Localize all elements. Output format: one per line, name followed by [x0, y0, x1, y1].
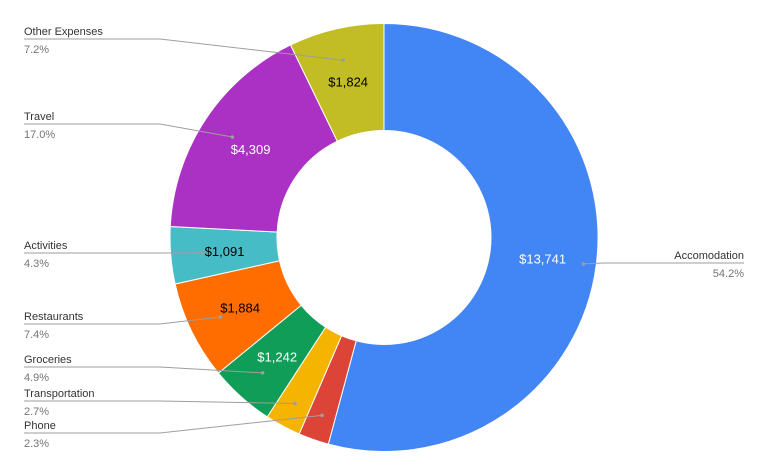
value-label-travel: $4,309 — [231, 142, 271, 157]
slices-layer — [169, 22, 599, 452]
leader-dot-accomodation — [581, 262, 586, 266]
leader-line-restaurants — [24, 316, 221, 325]
slice-accomodation[interactable] — [327, 22, 599, 452]
leader-line-groceries — [24, 366, 263, 374]
value-label-accomodation: $13,741 — [519, 251, 566, 266]
category-label-activities: Activities — [24, 240, 68, 252]
leader-line-accomodation — [583, 262, 744, 265]
percent-label-phone: 2.3% — [24, 438, 49, 450]
leader-dot-transportation — [293, 401, 297, 406]
category-label-other-expenses: Other Expenses — [24, 26, 103, 38]
slice-other-expenses[interactable] — [289, 22, 385, 142]
percent-label-activities: 4.3% — [24, 258, 49, 270]
labels-layer: $13,741 Accomodation 54.2% Phone 2.3% Transpo… — [24, 26, 744, 450]
value-label-restaurants: $1,884 — [220, 300, 260, 315]
value-label-activities: $1,091 — [205, 244, 245, 259]
category-label-transportation: Transportation — [24, 388, 95, 400]
leader-line-transportation — [24, 400, 295, 404]
leader-line-travel — [24, 123, 233, 138]
category-label-accomodation: Accomodation — [674, 250, 744, 262]
category-label-groceries: Groceries — [24, 354, 72, 366]
slice-travel[interactable] — [169, 44, 338, 233]
value-label-other-expenses: $1,824 — [328, 75, 368, 90]
percent-label-groceries: 4.9% — [24, 372, 49, 384]
category-label-restaurants: Restaurants — [24, 311, 84, 323]
percent-label-restaurants: 7.4% — [24, 329, 49, 341]
leader-lines-layer — [24, 38, 744, 434]
percent-label-transportation: 2.7% — [24, 406, 49, 418]
percent-label-accomodation: 54.2% — [713, 268, 744, 280]
value-label-groceries: $1,242 — [257, 350, 297, 365]
leader-line-phone — [24, 414, 323, 434]
leader-dot-groceries — [260, 371, 265, 375]
leader-line-other-expenses — [24, 38, 344, 61]
percent-label-travel: 17.0% — [24, 129, 55, 141]
category-label-phone: Phone — [24, 420, 56, 432]
leader-dot-phone — [320, 413, 324, 418]
percent-label-other-expenses: 7.2% — [24, 44, 49, 56]
category-label-travel: Travel — [24, 111, 54, 123]
